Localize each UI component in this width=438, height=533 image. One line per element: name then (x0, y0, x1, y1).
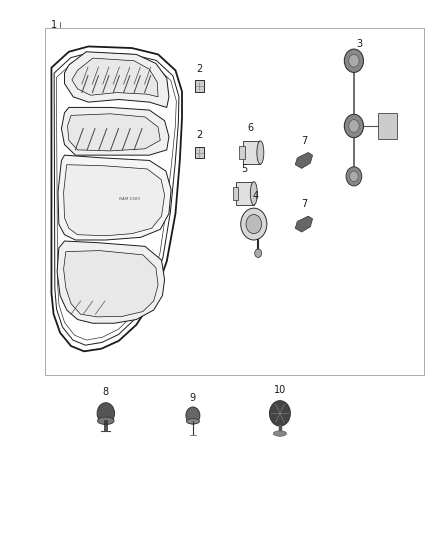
Circle shape (344, 49, 364, 72)
Circle shape (350, 171, 358, 182)
Text: 8: 8 (103, 387, 109, 398)
Bar (378, 113, 397, 139)
Polygon shape (64, 52, 169, 108)
Text: 3: 3 (356, 39, 362, 49)
Circle shape (349, 54, 359, 67)
Circle shape (346, 167, 362, 186)
Ellipse shape (251, 182, 257, 205)
Circle shape (269, 401, 290, 426)
Circle shape (344, 114, 364, 138)
Circle shape (254, 249, 261, 257)
Polygon shape (67, 114, 160, 151)
Ellipse shape (257, 141, 264, 164)
Polygon shape (72, 58, 158, 97)
Bar (243, 141, 260, 164)
Text: 7: 7 (301, 135, 307, 146)
Bar (233, 187, 238, 200)
Circle shape (241, 208, 267, 240)
Text: 2: 2 (196, 130, 202, 140)
Ellipse shape (273, 431, 286, 436)
Polygon shape (57, 241, 165, 323)
Circle shape (246, 215, 261, 233)
Bar (45, 28, 424, 375)
Text: 9: 9 (190, 393, 196, 403)
Polygon shape (64, 165, 165, 236)
Ellipse shape (98, 417, 114, 424)
Text: RAM 1500: RAM 1500 (119, 197, 140, 200)
Text: 5: 5 (241, 164, 247, 174)
Circle shape (97, 403, 115, 424)
Polygon shape (64, 251, 158, 317)
Text: 10: 10 (274, 385, 286, 395)
Ellipse shape (186, 419, 199, 424)
Bar (237, 182, 254, 205)
Text: 4: 4 (253, 191, 259, 201)
Text: 1: 1 (51, 20, 57, 30)
Text: 6: 6 (248, 124, 254, 133)
Text: 7: 7 (301, 199, 307, 209)
Polygon shape (295, 216, 313, 232)
Polygon shape (58, 155, 171, 240)
Text: 2: 2 (196, 64, 202, 74)
Polygon shape (295, 152, 313, 168)
Circle shape (349, 119, 359, 132)
Polygon shape (61, 108, 169, 155)
Bar (194, 80, 204, 92)
Circle shape (186, 407, 200, 424)
Bar (240, 146, 245, 159)
Bar (194, 147, 204, 158)
